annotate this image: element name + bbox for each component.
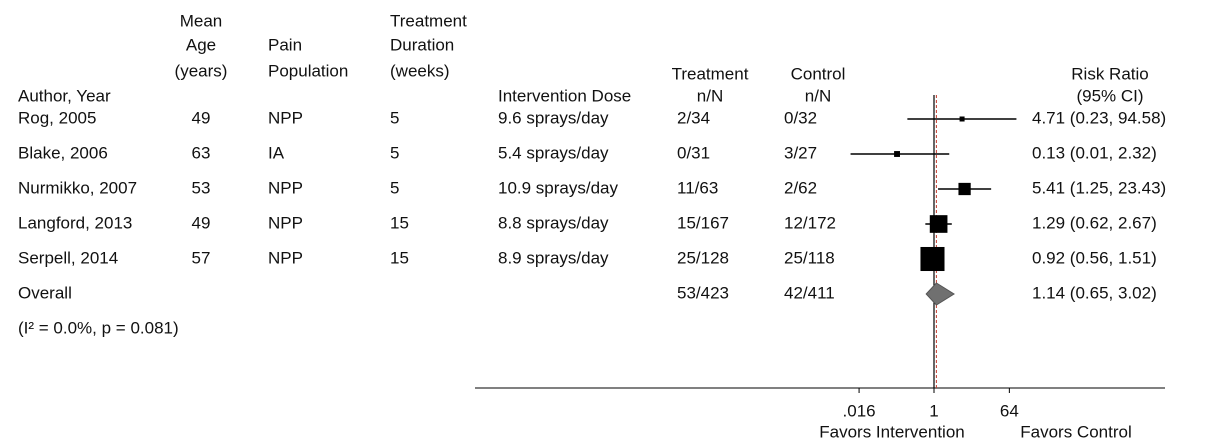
effect-square (894, 151, 900, 157)
cell-control: 42/411 (784, 283, 835, 302)
cell-age: 53 (192, 178, 211, 197)
cell-treatment: 15/167 (677, 213, 729, 232)
column-header: Mean (180, 11, 223, 30)
cell-dose: 10.9 sprays/day (498, 178, 619, 197)
column-header: Treatment (672, 64, 749, 83)
cell-duration: 15 (390, 248, 409, 267)
cell-population: IA (268, 143, 285, 162)
cell-age: 49 (192, 108, 211, 127)
effect-square (959, 116, 965, 122)
cell-control: 3/27 (784, 143, 817, 162)
cell-dose: 8.9 sprays/day (498, 248, 609, 267)
x-tick-label: 64 (1000, 401, 1019, 420)
column-header: Duration (390, 35, 454, 54)
x-tick-label: .016 (843, 401, 876, 420)
cell-author: Serpell, 2014 (18, 248, 118, 267)
cell-dose: 5.4 sprays/day (498, 143, 609, 162)
cell-duration: 15 (390, 213, 409, 232)
cell-treatment: 11/63 (677, 178, 718, 197)
cell-treatment: 53/423 (677, 283, 729, 302)
cell-label: 1.14 (0.65, 3.02) (1032, 283, 1157, 302)
heterogeneity: (I² = 0.0%, p = 0.081) (18, 318, 179, 337)
cell-author: Nurmikko, 2007 (18, 178, 137, 197)
cell-dose: 8.8 sprays/day (498, 213, 609, 232)
column-header: Pain (268, 35, 302, 54)
cell-population: NPP (268, 248, 303, 267)
cell-population: NPP (268, 213, 303, 232)
cell-author: Rog, 2005 (18, 108, 96, 127)
cell-label: 0.92 (0.56, 1.51) (1032, 248, 1157, 267)
cell-duration: 5 (390, 178, 399, 197)
column-header: n/N (697, 86, 723, 105)
cell-label: 4.71 (0.23, 94.58) (1032, 108, 1166, 127)
cell-age: 57 (192, 248, 211, 267)
effect-square (920, 246, 945, 272)
column-header: Author, Year (18, 86, 111, 105)
cell-label: 0.13 (0.01, 2.32) (1032, 143, 1157, 162)
column-header: (years) (175, 61, 228, 80)
cell-age: 49 (192, 213, 211, 232)
cell-author: Langford, 2013 (18, 213, 132, 232)
column-header: (weeks) (390, 61, 450, 80)
cell-label: 5.41 (1.25, 23.43) (1032, 178, 1166, 197)
cell-label: 1.29 (0.62, 2.67) (1032, 213, 1157, 232)
column-header: Control (791, 64, 846, 83)
cell-age: 63 (192, 143, 211, 162)
column-header: Age (186, 35, 216, 54)
column-header: Treatment (390, 11, 467, 30)
cell-duration: 5 (390, 108, 399, 127)
cell-treatment: 25/128 (677, 248, 729, 267)
cell-author: Blake, 2006 (18, 143, 108, 162)
cell-treatment: 2/34 (677, 108, 710, 127)
cell-author: Overall (18, 283, 72, 302)
x-label: Favors Intervention (819, 422, 965, 441)
cell-population: NPP (268, 108, 303, 127)
cell-control: 12/172 (784, 213, 836, 232)
cell-population: NPP (268, 178, 303, 197)
x-tick-label: 1 (929, 401, 938, 420)
cell-control: 0/32 (784, 108, 817, 127)
x-label: Favors Control (1020, 422, 1131, 441)
overall-diamond (925, 282, 955, 306)
column-header: (95% CI) (1076, 86, 1143, 105)
effect-square (958, 182, 971, 196)
cell-treatment: 0/31 (677, 143, 710, 162)
column-header: n/N (805, 86, 831, 105)
cell-control: 2/62 (784, 178, 817, 197)
column-header: Population (268, 61, 348, 80)
cell-dose: 9.6 sprays/day (498, 108, 609, 127)
cell-control: 25/118 (784, 248, 835, 267)
column-header: Risk Ratio (1071, 64, 1148, 83)
effect-square (929, 215, 948, 233)
cell-duration: 5 (390, 143, 399, 162)
column-header: Intervention Dose (498, 86, 631, 105)
